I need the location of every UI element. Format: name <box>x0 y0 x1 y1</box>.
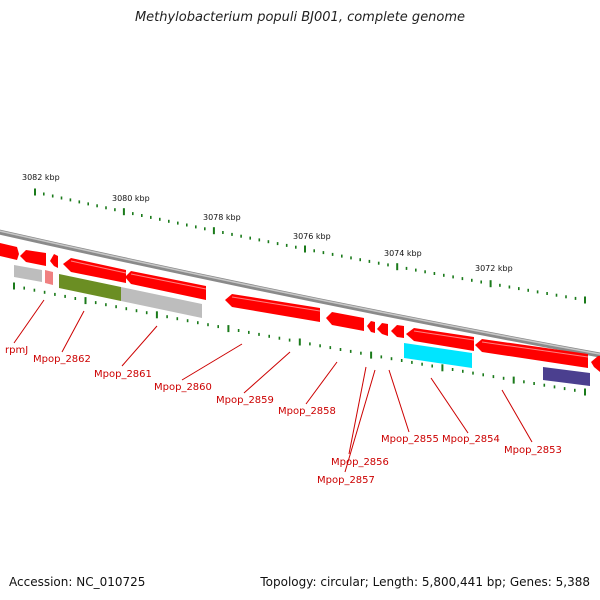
leader-line <box>501 389 533 443</box>
gene-arrow <box>225 294 320 322</box>
gene-highlight <box>413 330 475 341</box>
scale-label-3078: 3078 kbp <box>203 213 241 222</box>
feature-navy <box>543 367 590 386</box>
gene-highlight <box>130 273 207 290</box>
gene-label-Mpop_2858: Mpop_2858 <box>278 406 336 417</box>
gene-label-Mpop_2854: Mpop_2854 <box>442 434 500 445</box>
gene-arrow <box>50 254 58 268</box>
gene-arrow <box>591 356 600 372</box>
gene-arrow <box>20 250 46 266</box>
features <box>14 265 590 386</box>
gene-label-Mpop_2853: Mpop_2853 <box>504 445 562 456</box>
feature-olive <box>59 274 121 301</box>
gene-label-Mpop_2857: Mpop_2857 <box>317 475 375 486</box>
gene-label-Mpop_2856: Mpop_2856 <box>331 457 389 468</box>
genes <box>0 243 600 372</box>
scale-ticks <box>13 188 586 396</box>
leader-line <box>344 369 376 473</box>
gene-arrow <box>63 258 126 283</box>
gene-arrow <box>391 325 404 338</box>
scale-label-3072: 3072 kbp <box>475 264 513 273</box>
gene-label-Mpop_2860: Mpop_2860 <box>154 382 212 393</box>
gene-arrow <box>406 328 474 351</box>
gene-label-Mpop_2859: Mpop_2859 <box>216 395 274 406</box>
leader-line <box>121 325 158 367</box>
gene-label-Mpop_2855: Mpop_2855 <box>381 434 439 445</box>
leader-line <box>61 310 85 353</box>
gene-arrow <box>125 271 206 300</box>
leader-lines <box>13 299 533 473</box>
genome-summary-text: Topology: circular; Length: 5,800,441 bp… <box>260 575 590 589</box>
gene-labels: rpmJ Mpop_2862 Mpop_2861 Mpop_2860 Mpop_… <box>5 345 562 486</box>
leader-line <box>305 361 338 405</box>
accession-text: Accession: NC_010725 <box>9 575 146 589</box>
gene-label-Mpop_2861: Mpop_2861 <box>94 369 152 380</box>
gene-arrow <box>367 321 375 333</box>
gene-arrow <box>377 323 388 336</box>
gene-label-rpmJ: rpmJ <box>5 345 28 356</box>
genome-backbone <box>0 229 600 358</box>
feature-pink <box>45 270 53 285</box>
gene-highlight <box>70 260 127 274</box>
genome-title: Methylobacterium populi BJ001, complete … <box>134 10 466 25</box>
feature-grey <box>14 265 42 282</box>
leader-line <box>243 351 291 394</box>
gene-highlight <box>231 296 321 312</box>
scale-labels: 3082 kbp 3080 kbp 3078 kbp 3076 kbp 3074… <box>22 173 513 273</box>
leader-line <box>388 369 410 433</box>
scale-label-3082: 3082 kbp <box>22 173 60 182</box>
feature-cyan <box>404 343 472 368</box>
leader-line <box>181 343 243 381</box>
scale-label-3074: 3074 kbp <box>384 249 422 258</box>
genome-backbone-highlight <box>0 230 600 355</box>
gene-arrow <box>475 339 588 368</box>
gene-label-Mpop_2862: Mpop_2862 <box>33 354 91 365</box>
gene-arrow <box>326 312 364 331</box>
scale-label-3080: 3080 kbp <box>112 194 150 203</box>
leader-line <box>13 299 45 344</box>
gene-arrow <box>0 243 19 260</box>
leader-line <box>348 366 367 455</box>
gene-highlight <box>481 341 589 358</box>
leader-line <box>430 377 469 434</box>
scale-label-3076: 3076 kbp <box>293 232 331 241</box>
feature-grey <box>121 287 202 318</box>
